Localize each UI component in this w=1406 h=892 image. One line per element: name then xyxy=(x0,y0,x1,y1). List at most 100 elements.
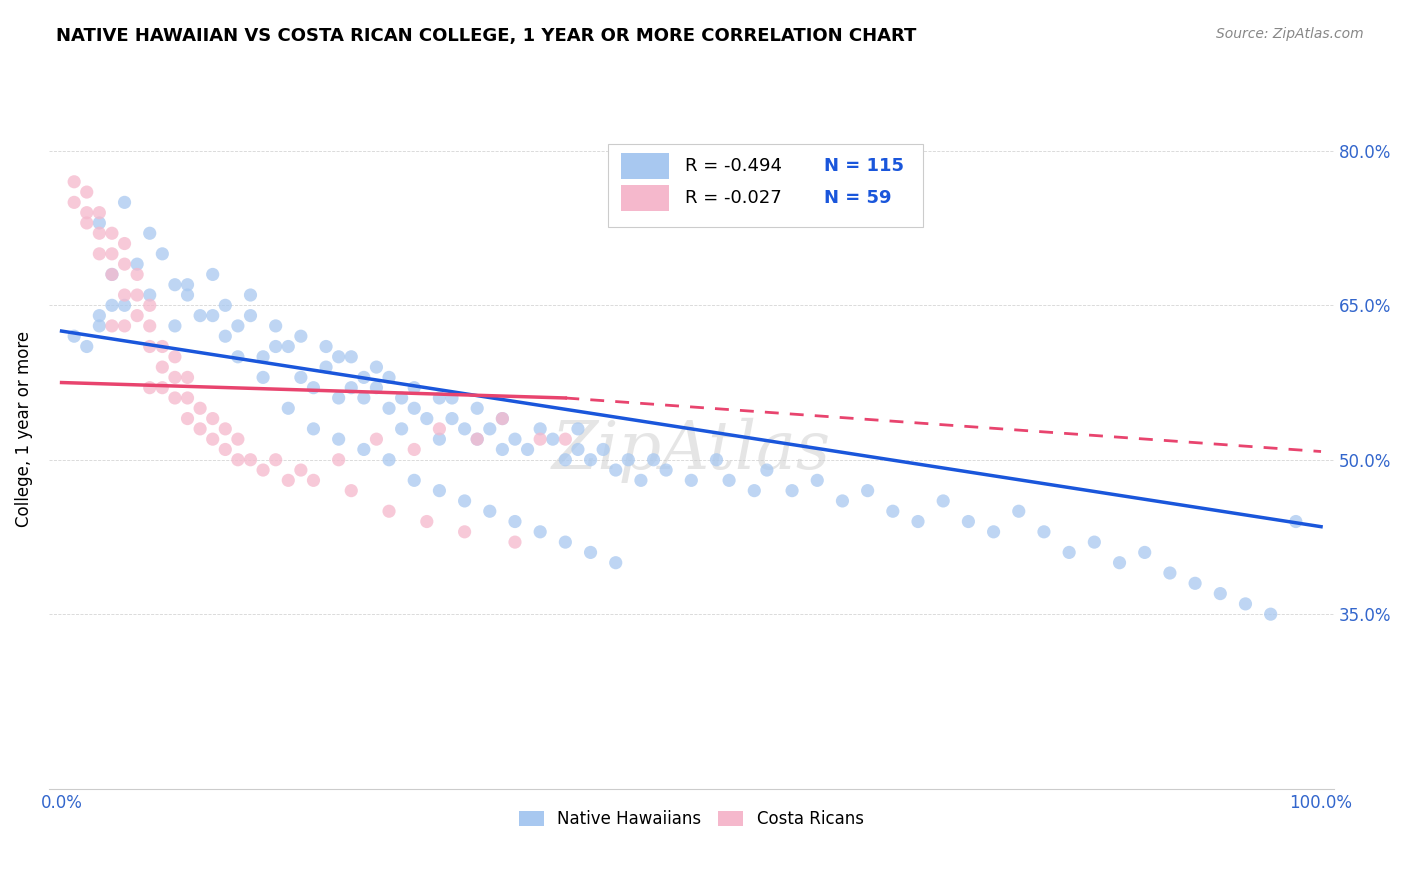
Point xyxy=(302,474,325,488)
Point xyxy=(404,381,426,395)
Point xyxy=(226,350,249,364)
Point xyxy=(478,422,501,436)
Point xyxy=(541,432,564,446)
Point xyxy=(503,432,526,446)
Point xyxy=(163,370,186,384)
Text: Source: ZipAtlas.com: Source: ZipAtlas.com xyxy=(1216,27,1364,41)
Point xyxy=(239,452,262,467)
Point xyxy=(579,452,602,467)
Point xyxy=(201,432,224,446)
Point xyxy=(226,432,249,446)
Point xyxy=(114,298,136,312)
Point xyxy=(706,452,728,467)
Point xyxy=(366,381,388,395)
Point xyxy=(63,175,86,189)
Point xyxy=(567,442,589,457)
Point xyxy=(1057,545,1080,559)
Point xyxy=(378,401,401,416)
Point xyxy=(856,483,879,498)
Point xyxy=(89,318,111,333)
Point xyxy=(89,205,111,219)
Point xyxy=(391,391,413,405)
Point xyxy=(416,411,439,425)
Point xyxy=(163,277,186,292)
Point xyxy=(127,309,149,323)
Point xyxy=(605,463,627,477)
FancyBboxPatch shape xyxy=(620,153,669,178)
Point xyxy=(465,432,488,446)
Point xyxy=(529,524,551,539)
Point xyxy=(1209,586,1232,600)
Point xyxy=(491,442,513,457)
Point xyxy=(440,391,463,405)
Point xyxy=(101,226,124,240)
Point xyxy=(1159,566,1181,580)
Point xyxy=(391,422,413,436)
Point xyxy=(742,483,765,498)
Point xyxy=(163,391,186,405)
Point xyxy=(214,298,236,312)
Point xyxy=(404,442,426,457)
Point xyxy=(655,463,678,477)
Point xyxy=(806,474,828,488)
Point xyxy=(718,474,741,488)
Point xyxy=(138,381,160,395)
Point xyxy=(138,288,160,302)
Point xyxy=(378,452,401,467)
Point xyxy=(290,463,312,477)
Point xyxy=(214,422,236,436)
Point xyxy=(163,318,186,333)
Point xyxy=(328,391,350,405)
Point xyxy=(290,370,312,384)
Point xyxy=(328,452,350,467)
Point xyxy=(201,268,224,282)
Point xyxy=(465,401,488,416)
Point xyxy=(277,401,299,416)
Point xyxy=(138,339,160,353)
Point xyxy=(89,216,111,230)
Point xyxy=(114,195,136,210)
Point xyxy=(114,236,136,251)
Point xyxy=(378,370,401,384)
Point xyxy=(226,452,249,467)
Point xyxy=(252,463,274,477)
Text: ZipAtlas: ZipAtlas xyxy=(551,417,831,483)
Point xyxy=(340,381,363,395)
Point xyxy=(429,422,451,436)
Point xyxy=(76,216,98,230)
Point xyxy=(138,226,160,240)
Point xyxy=(1184,576,1206,591)
Point xyxy=(353,442,375,457)
Point xyxy=(176,391,198,405)
Point xyxy=(101,268,124,282)
Point xyxy=(440,411,463,425)
Point xyxy=(453,422,475,436)
Point xyxy=(101,247,124,261)
Point xyxy=(63,329,86,343)
Point xyxy=(89,247,111,261)
Point xyxy=(302,381,325,395)
Point xyxy=(643,452,665,467)
Legend: Native Hawaiians, Costa Ricans: Native Hawaiians, Costa Ricans xyxy=(512,804,870,835)
Point xyxy=(465,432,488,446)
Point xyxy=(302,422,325,436)
Point xyxy=(252,370,274,384)
Point xyxy=(150,339,173,353)
Point xyxy=(516,442,538,457)
Point xyxy=(315,360,337,375)
Point xyxy=(1008,504,1031,518)
Point xyxy=(503,515,526,529)
Point xyxy=(188,401,211,416)
Point xyxy=(529,422,551,436)
Point xyxy=(353,391,375,405)
Point xyxy=(76,205,98,219)
Point xyxy=(957,515,980,529)
Point xyxy=(554,452,576,467)
Point xyxy=(188,309,211,323)
Point xyxy=(264,339,287,353)
Point xyxy=(453,524,475,539)
Point xyxy=(176,370,198,384)
Point xyxy=(983,524,1005,539)
Point xyxy=(264,452,287,467)
Point xyxy=(416,515,439,529)
